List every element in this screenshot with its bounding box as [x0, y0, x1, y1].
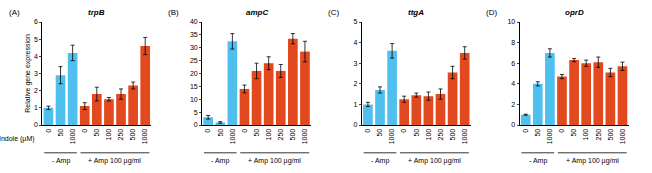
svg-text:Indole (µM): Indole (µM): [0, 135, 35, 143]
svg-text:5: 5: [354, 18, 358, 25]
svg-text:500: 500: [607, 129, 614, 141]
svg-text:0: 0: [400, 129, 407, 133]
svg-text:0: 0: [81, 129, 88, 133]
svg-text:+ Amp 100 µg/ml: + Amp 100 µg/ml: [88, 157, 141, 165]
svg-text:50: 50: [570, 129, 577, 137]
svg-text:250: 250: [595, 129, 602, 141]
svg-text:1000: 1000: [546, 129, 553, 145]
svg-text:100: 100: [265, 129, 272, 141]
svg-text:6: 6: [34, 18, 38, 25]
svg-text:4: 4: [354, 39, 358, 46]
svg-text:5: 5: [194, 109, 198, 116]
svg-text:2: 2: [511, 101, 515, 108]
svg-text:250: 250: [117, 129, 124, 141]
svg-text:0: 0: [522, 129, 529, 133]
svg-text:50: 50: [57, 129, 64, 137]
svg-text:3: 3: [34, 70, 38, 77]
svg-text:15: 15: [190, 83, 198, 90]
svg-text:250: 250: [277, 129, 284, 141]
svg-text:ampC: ampC: [246, 8, 268, 17]
svg-text:5: 5: [34, 36, 38, 43]
svg-text:1000: 1000: [69, 129, 76, 145]
svg-text:0: 0: [558, 129, 565, 133]
svg-text:0: 0: [354, 121, 358, 128]
svg-text:100: 100: [425, 129, 432, 141]
svg-text:(D): (D): [486, 8, 497, 17]
svg-text:30: 30: [190, 44, 198, 51]
svg-text:+ Amp 100 µg/ml: + Amp 100 µg/ml: [248, 157, 301, 165]
svg-text:25: 25: [190, 57, 198, 64]
svg-text:0: 0: [364, 129, 371, 133]
svg-text:10: 10: [190, 96, 198, 103]
svg-text:0: 0: [241, 129, 248, 133]
svg-text:50: 50: [93, 129, 100, 137]
svg-text:50: 50: [376, 129, 383, 137]
svg-text:50: 50: [534, 129, 541, 137]
svg-text:1000: 1000: [388, 129, 395, 145]
svg-text:2: 2: [354, 80, 358, 87]
svg-text:6: 6: [511, 60, 515, 67]
svg-text:1000: 1000: [301, 129, 308, 145]
svg-text:8: 8: [511, 39, 515, 46]
svg-text:500: 500: [449, 129, 456, 141]
svg-text:0: 0: [45, 129, 52, 133]
svg-text:0: 0: [204, 129, 211, 133]
svg-text:35: 35: [190, 31, 198, 38]
svg-text:20: 20: [190, 70, 198, 77]
svg-text:40: 40: [190, 18, 198, 25]
svg-text:Relative gene expression: Relative gene expression: [24, 34, 32, 113]
svg-text:- Amp: - Amp: [371, 157, 389, 165]
svg-text:1000: 1000: [461, 129, 468, 145]
svg-text:100: 100: [582, 129, 589, 141]
svg-text:3: 3: [354, 60, 358, 67]
svg-text:10: 10: [507, 18, 515, 25]
svg-text:- Amp: - Amp: [211, 157, 229, 165]
svg-text:trpB: trpB: [88, 8, 105, 17]
svg-text:- Amp: - Amp: [52, 157, 70, 165]
svg-text:2: 2: [34, 87, 38, 94]
svg-text:100: 100: [105, 129, 112, 141]
svg-text:50: 50: [413, 129, 420, 137]
svg-text:4: 4: [511, 80, 515, 87]
svg-text:(C): (C): [328, 8, 339, 17]
svg-text:1000: 1000: [141, 129, 148, 145]
svg-text:1: 1: [354, 101, 358, 108]
svg-text:ttgA: ttgA: [408, 8, 424, 17]
svg-text:500: 500: [129, 129, 136, 141]
svg-text:(A): (A): [9, 8, 20, 17]
svg-text:(B): (B): [168, 8, 179, 17]
svg-text:50: 50: [253, 129, 260, 137]
svg-text:4: 4: [34, 53, 38, 60]
svg-text:0: 0: [34, 121, 38, 128]
svg-text:50: 50: [217, 129, 224, 137]
svg-text:- Amp: - Amp: [529, 157, 547, 165]
svg-text:1: 1: [34, 104, 38, 111]
svg-text:0: 0: [194, 121, 198, 128]
svg-text:+ Amp 100 µg/ml: + Amp 100 µg/ml: [408, 157, 461, 165]
svg-text:oprD: oprD: [565, 8, 584, 17]
svg-text:0: 0: [511, 121, 515, 128]
svg-text:+ Amp 100 µg/ml: + Amp 100 µg/ml: [566, 157, 619, 165]
svg-text:500: 500: [289, 129, 296, 141]
svg-text:1000: 1000: [619, 129, 626, 145]
svg-text:1000: 1000: [229, 129, 236, 145]
svg-text:250: 250: [437, 129, 444, 141]
